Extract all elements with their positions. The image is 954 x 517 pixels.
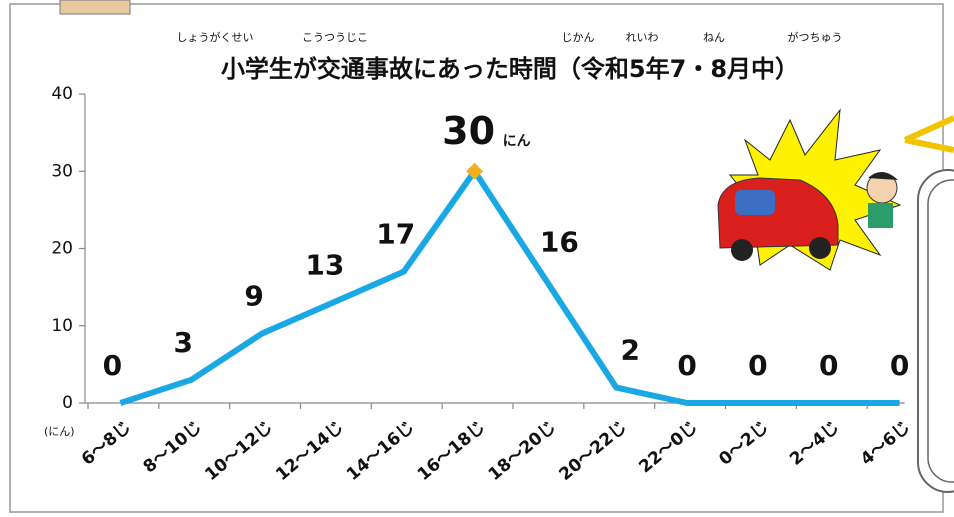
y-tick-label: 0 — [62, 393, 73, 413]
chart: 小学生が交通事故にあった時間（令和5年7・8月中） しょうがくせい こうつうじこ… — [0, 0, 954, 517]
side-panel — [918, 170, 954, 492]
value-label: 0 — [748, 349, 767, 382]
ruby: じかん — [562, 31, 595, 44]
value-label: 16 — [540, 225, 579, 258]
value-label: 0 — [677, 349, 696, 382]
ruby: しょうがくせい — [177, 30, 254, 44]
ruby: こうつうじこ — [302, 31, 368, 44]
chart-title: 小学生が交通事故にあった時間（令和5年7・8月中） — [221, 55, 799, 83]
value-label: 3 — [174, 326, 193, 359]
ruby: ねん — [703, 31, 725, 44]
character-illustration — [60, 0, 130, 14]
value-label: 13 — [305, 249, 344, 282]
y-tick-label: 10 — [51, 316, 73, 336]
y-tick-label: 30 — [51, 161, 73, 181]
value-label: 0 — [819, 349, 838, 382]
peak-label: 30 — [442, 109, 495, 153]
value-label: 2 — [621, 334, 640, 367]
ruby: がつちゅう — [788, 30, 843, 44]
y-unit: (にん) — [44, 425, 75, 438]
value-label: 0 — [890, 349, 909, 382]
value-label: 0 — [103, 349, 122, 382]
y-tick-label: 20 — [51, 239, 73, 259]
y-tick-label: 40 — [51, 84, 73, 104]
value-label: 9 — [244, 279, 263, 312]
ruby: れいわ — [626, 31, 659, 44]
peak-unit: にん — [503, 133, 531, 149]
value-label: 17 — [376, 218, 415, 251]
